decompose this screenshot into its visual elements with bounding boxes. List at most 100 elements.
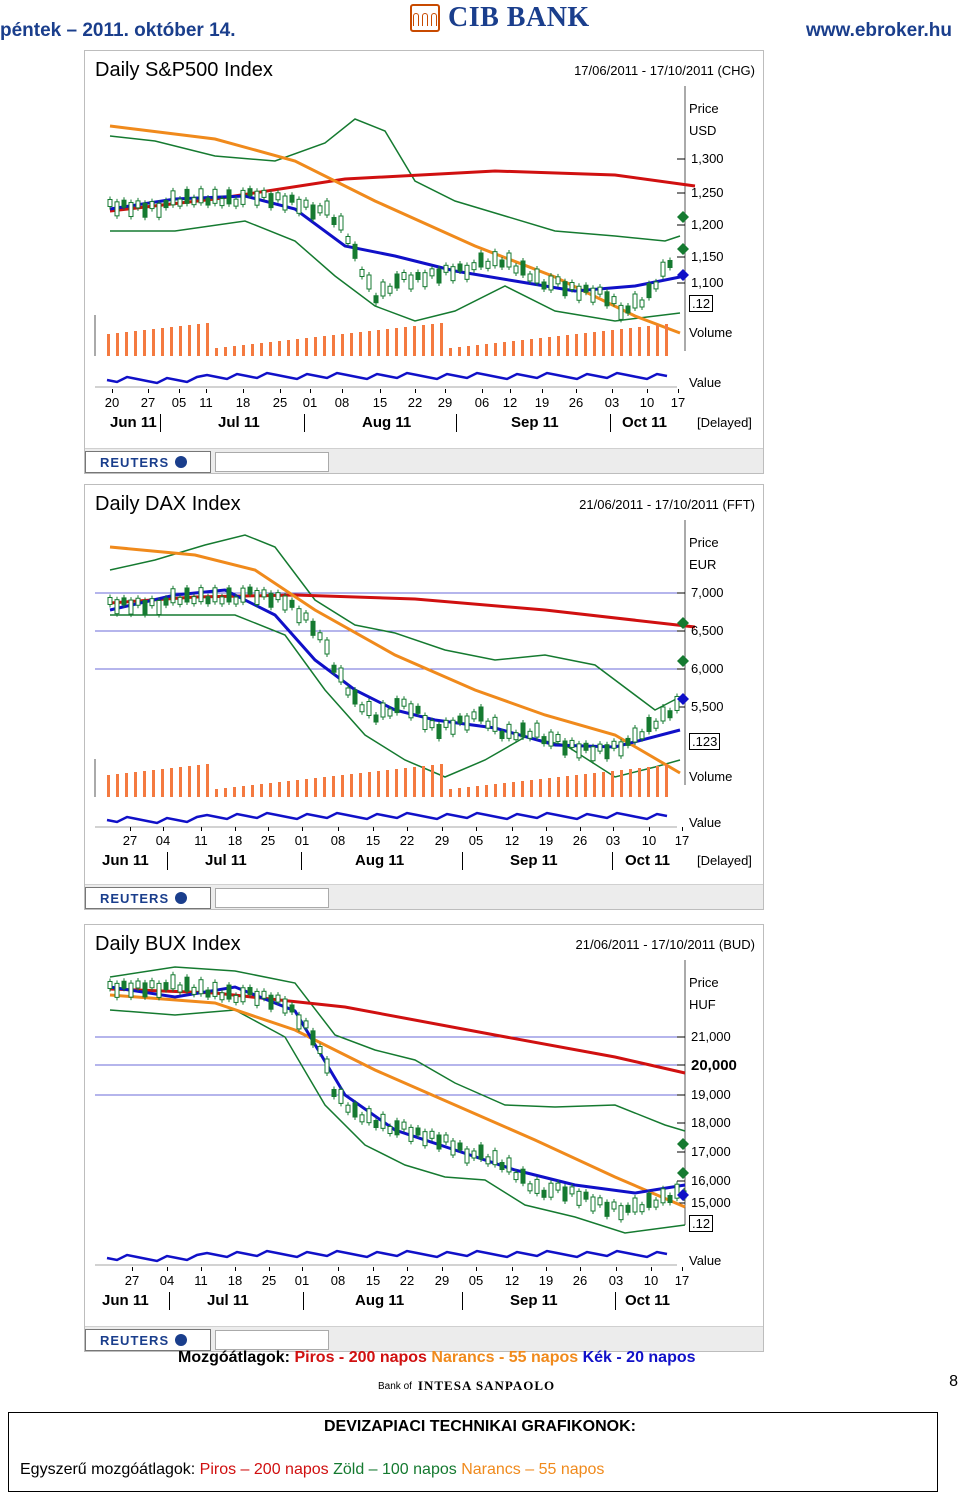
candle-body <box>387 285 393 294</box>
y-marker-label: .12 <box>689 1215 714 1232</box>
price-label: Price <box>689 975 719 990</box>
candle-body <box>506 1157 512 1173</box>
volume-bar <box>521 781 524 797</box>
x-day-label: 22 <box>399 1273 415 1288</box>
volume-bar <box>593 773 596 797</box>
x-tick <box>442 1267 443 1271</box>
panel-footer: REUTERS <box>85 1326 763 1351</box>
volume-bar <box>215 348 218 356</box>
candle-body <box>345 1104 351 1113</box>
candle-body <box>527 730 533 739</box>
value-label: Value <box>689 1253 722 1268</box>
candle-body <box>261 990 267 999</box>
candle-body <box>247 188 253 197</box>
candle-body <box>226 984 232 1000</box>
candle-body <box>226 189 232 205</box>
candle-body <box>275 592 281 601</box>
candle-body <box>114 599 120 615</box>
x-month-label: Aug 11 <box>355 852 405 869</box>
candle-body <box>198 188 204 204</box>
x-tick <box>268 827 269 831</box>
candle-body <box>254 190 260 206</box>
candle-body <box>282 195 288 211</box>
candle-body <box>401 698 407 707</box>
candle-body <box>471 711 477 720</box>
volume-bar <box>665 324 668 356</box>
month-separator <box>167 852 168 870</box>
candle-body <box>583 284 589 293</box>
x-tick <box>612 389 613 393</box>
candle-body <box>366 1108 372 1124</box>
candle-body <box>667 260 673 268</box>
candle-body <box>191 986 197 995</box>
x-tick <box>167 1267 168 1271</box>
volume-bar <box>512 341 515 356</box>
candle-body <box>107 981 113 989</box>
legend-blue: Kék - 20 napos <box>582 1349 696 1366</box>
x-day-label: 25 <box>261 1273 277 1288</box>
volume-bar <box>152 770 155 797</box>
x-tick <box>476 827 477 831</box>
footer-prefix: Egyszerű mozgóátlagok: <box>20 1461 196 1478</box>
volume-bar <box>332 776 335 797</box>
volume-bar <box>350 774 353 797</box>
x-day-label: 12 <box>502 395 518 410</box>
volume-bar <box>179 326 182 356</box>
x-tick <box>542 389 543 393</box>
candle-body <box>254 990 260 1006</box>
candle-body <box>163 982 169 991</box>
volume-bar <box>179 767 182 797</box>
candle-body <box>478 1144 484 1160</box>
moving-average-legend: Mozgóátlagok: Piros - 200 napos Narancs … <box>178 1349 696 1367</box>
currency-label: HUF <box>689 997 716 1012</box>
candle-body <box>674 1183 680 1199</box>
x-day-label: 26 <box>572 1273 588 1288</box>
candle-body <box>317 632 323 641</box>
y-tick-label: 7,000 <box>691 585 724 600</box>
reuters-logo: REUTERS <box>85 451 211 473</box>
value-label: Value <box>689 375 722 390</box>
candle-body <box>394 1120 400 1136</box>
volume-bar <box>206 764 209 797</box>
chart-plot-area <box>95 960 689 1266</box>
footer-orange: Narancs – 55 napos <box>461 1461 605 1478</box>
x-month-label: Sep 11 <box>511 414 559 431</box>
x-day-label: 03 <box>608 1273 624 1288</box>
delayed-status: [Delayed] <box>697 853 752 868</box>
website-link[interactable]: www.ebroker.hu <box>805 20 952 41</box>
candle-body <box>310 204 316 220</box>
candle-body <box>562 1186 568 1202</box>
volume-bar <box>134 331 137 356</box>
x-month-label: Aug 11 <box>362 414 412 431</box>
price-marker-diamond <box>677 1167 689 1179</box>
volume-bar <box>368 772 371 797</box>
reuters-text: REUTERS <box>100 890 170 906</box>
volume-bar <box>287 340 290 356</box>
candle-body <box>240 587 246 603</box>
x-day-label: 26 <box>568 395 584 410</box>
volume-bar <box>224 788 227 797</box>
candle-body <box>625 1204 631 1213</box>
value-label: Value <box>689 815 722 830</box>
candle-body <box>198 979 204 995</box>
x-month-label: Jun 11 <box>102 1292 149 1309</box>
x-day-label: 01 <box>294 833 310 848</box>
candle-body <box>457 715 463 724</box>
candle-body <box>149 980 155 989</box>
x-day-label: 15 <box>365 1273 381 1288</box>
x-day-label: 12 <box>504 1273 520 1288</box>
candle-body <box>191 596 197 605</box>
candle-body <box>464 264 470 280</box>
x-month-label: Jun 11 <box>110 414 157 431</box>
ma-55-line <box>109 993 686 1209</box>
candle-body <box>408 703 414 719</box>
sponsor-prefix: Bank of <box>378 1380 412 1392</box>
candle-body <box>562 281 568 297</box>
candle-body <box>576 743 582 759</box>
x-day-label: 18 <box>227 833 243 848</box>
volume-bar <box>107 775 110 797</box>
volume-bar <box>485 785 488 797</box>
volume-bar <box>314 778 317 797</box>
x-tick <box>415 389 416 393</box>
bollinger-upper-band <box>109 118 681 242</box>
